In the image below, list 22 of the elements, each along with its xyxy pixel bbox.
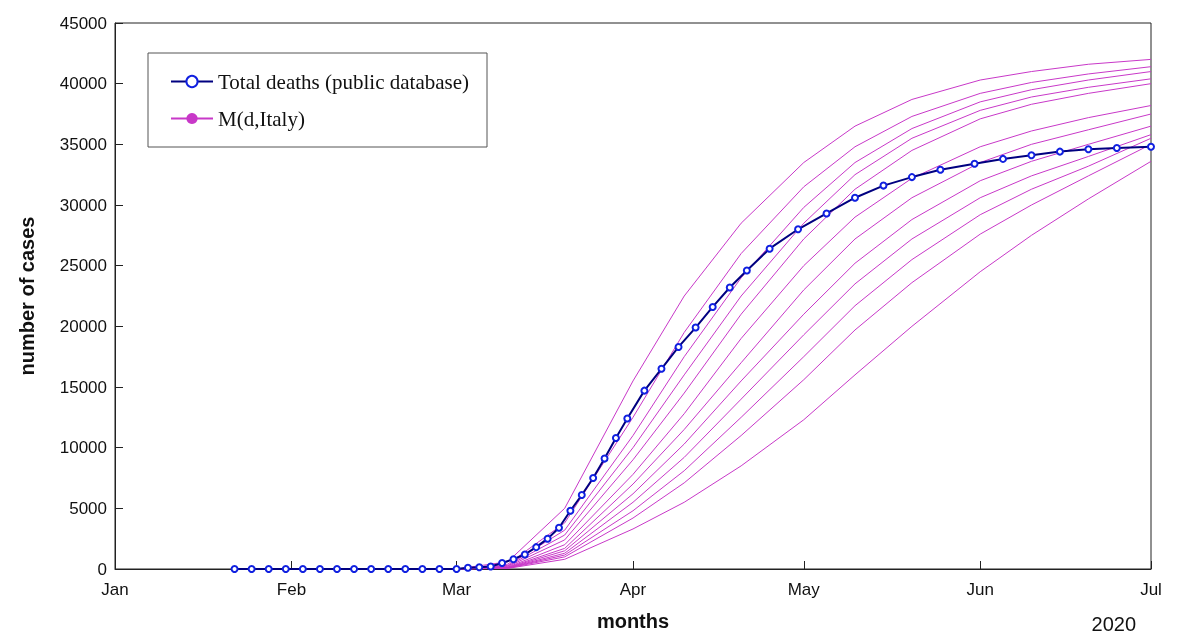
y-tick-label: 25000 [59, 256, 107, 276]
legend-label: Total deaths (public database) [218, 69, 470, 94]
x-tick-label: Apr [619, 580, 647, 599]
y-tick-label: 45000 [59, 13, 107, 33]
y-tick-label: 5000 [69, 498, 107, 518]
y-tick-label: 0 [97, 559, 107, 579]
x-tick-label: Feb [276, 580, 307, 599]
y-tick-label: 10000 [59, 438, 107, 458]
x-tick-label: May [787, 580, 821, 599]
y-axis-title: number of cases [16, 216, 38, 376]
legend-label: M(d,Italy) [218, 106, 305, 131]
x-tick-label: Mar [441, 580, 472, 599]
y-tick-label: 35000 [59, 134, 107, 154]
y-tick-label: 15000 [59, 377, 107, 397]
x-axis-title: months [596, 610, 670, 632]
y-tick-label: 30000 [59, 195, 107, 215]
y-tick-label: 40000 [59, 74, 107, 94]
y-tick-label: 20000 [59, 316, 107, 336]
x-tick-label: Jul [1140, 580, 1162, 599]
text: 2020 [1091, 613, 1137, 635]
x-tick-label: Jun [966, 580, 994, 599]
x-tick-label: Jan [101, 580, 129, 599]
